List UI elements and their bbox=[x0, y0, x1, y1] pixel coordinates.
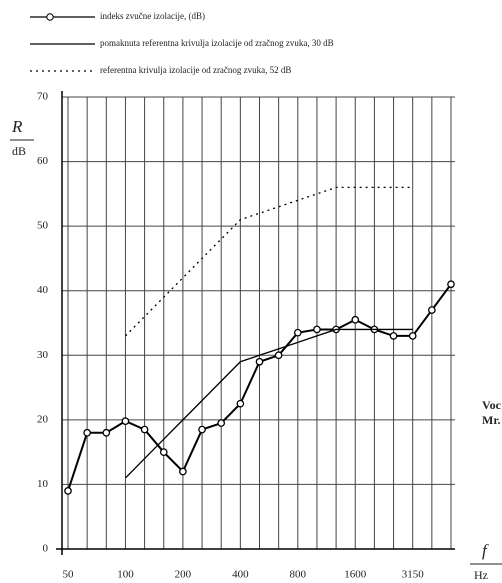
series-line bbox=[124, 328, 413, 479]
y-tick-label: 20 bbox=[37, 413, 49, 425]
x-tick-label: 50 bbox=[63, 569, 75, 581]
legend-label: indeks zvučne izolacije, (dB) bbox=[100, 11, 205, 21]
data-point bbox=[179, 467, 187, 476]
side-text: Voc bbox=[482, 398, 502, 412]
y-tick-label: 40 bbox=[37, 284, 49, 296]
data-point bbox=[293, 328, 302, 337]
data-point bbox=[389, 332, 398, 340]
y-tick-label: 10 bbox=[37, 478, 49, 490]
y-tick-label: 50 bbox=[37, 220, 49, 232]
data-point bbox=[255, 357, 264, 366]
x-label: f bbox=[482, 541, 489, 560]
data-point bbox=[198, 425, 206, 434]
x-tick-label: 3150 bbox=[402, 569, 425, 581]
y-tick-label: 60 bbox=[37, 155, 49, 167]
data-point bbox=[274, 351, 283, 360]
x-tick-label: 200 bbox=[175, 569, 192, 581]
data-point bbox=[427, 306, 436, 314]
data-point bbox=[313, 325, 321, 334]
x-unit: Hz bbox=[474, 568, 488, 582]
y-tick-label: 30 bbox=[37, 349, 49, 361]
legend-label: pomaknuta referentna krivulja izolacije … bbox=[100, 38, 334, 48]
data-point bbox=[83, 428, 92, 437]
data-point bbox=[102, 428, 111, 437]
data-point bbox=[140, 425, 149, 434]
x-tick-label: 800 bbox=[290, 569, 307, 581]
x-tick-label: 1600 bbox=[344, 569, 367, 581]
series-line bbox=[124, 186, 413, 337]
data-point bbox=[64, 487, 72, 495]
data-point bbox=[217, 419, 226, 427]
legend-marker bbox=[46, 13, 54, 21]
y-tick-label: 70 bbox=[37, 91, 49, 103]
y-unit: dB bbox=[12, 144, 26, 158]
data-point bbox=[159, 448, 168, 456]
y-tick-label: 0 bbox=[43, 543, 49, 555]
side-text: Mr. bbox=[482, 413, 501, 427]
data-point bbox=[236, 399, 245, 408]
data-point bbox=[408, 332, 417, 340]
data-point bbox=[121, 417, 130, 425]
data-point bbox=[447, 280, 455, 289]
y-label: R bbox=[11, 117, 23, 136]
x-tick-label: 400 bbox=[232, 569, 249, 581]
x-tick-label: 100 bbox=[117, 569, 134, 581]
data-point bbox=[351, 315, 360, 324]
legend-label: referentna krivulja izolacije od zračnog… bbox=[100, 65, 291, 75]
